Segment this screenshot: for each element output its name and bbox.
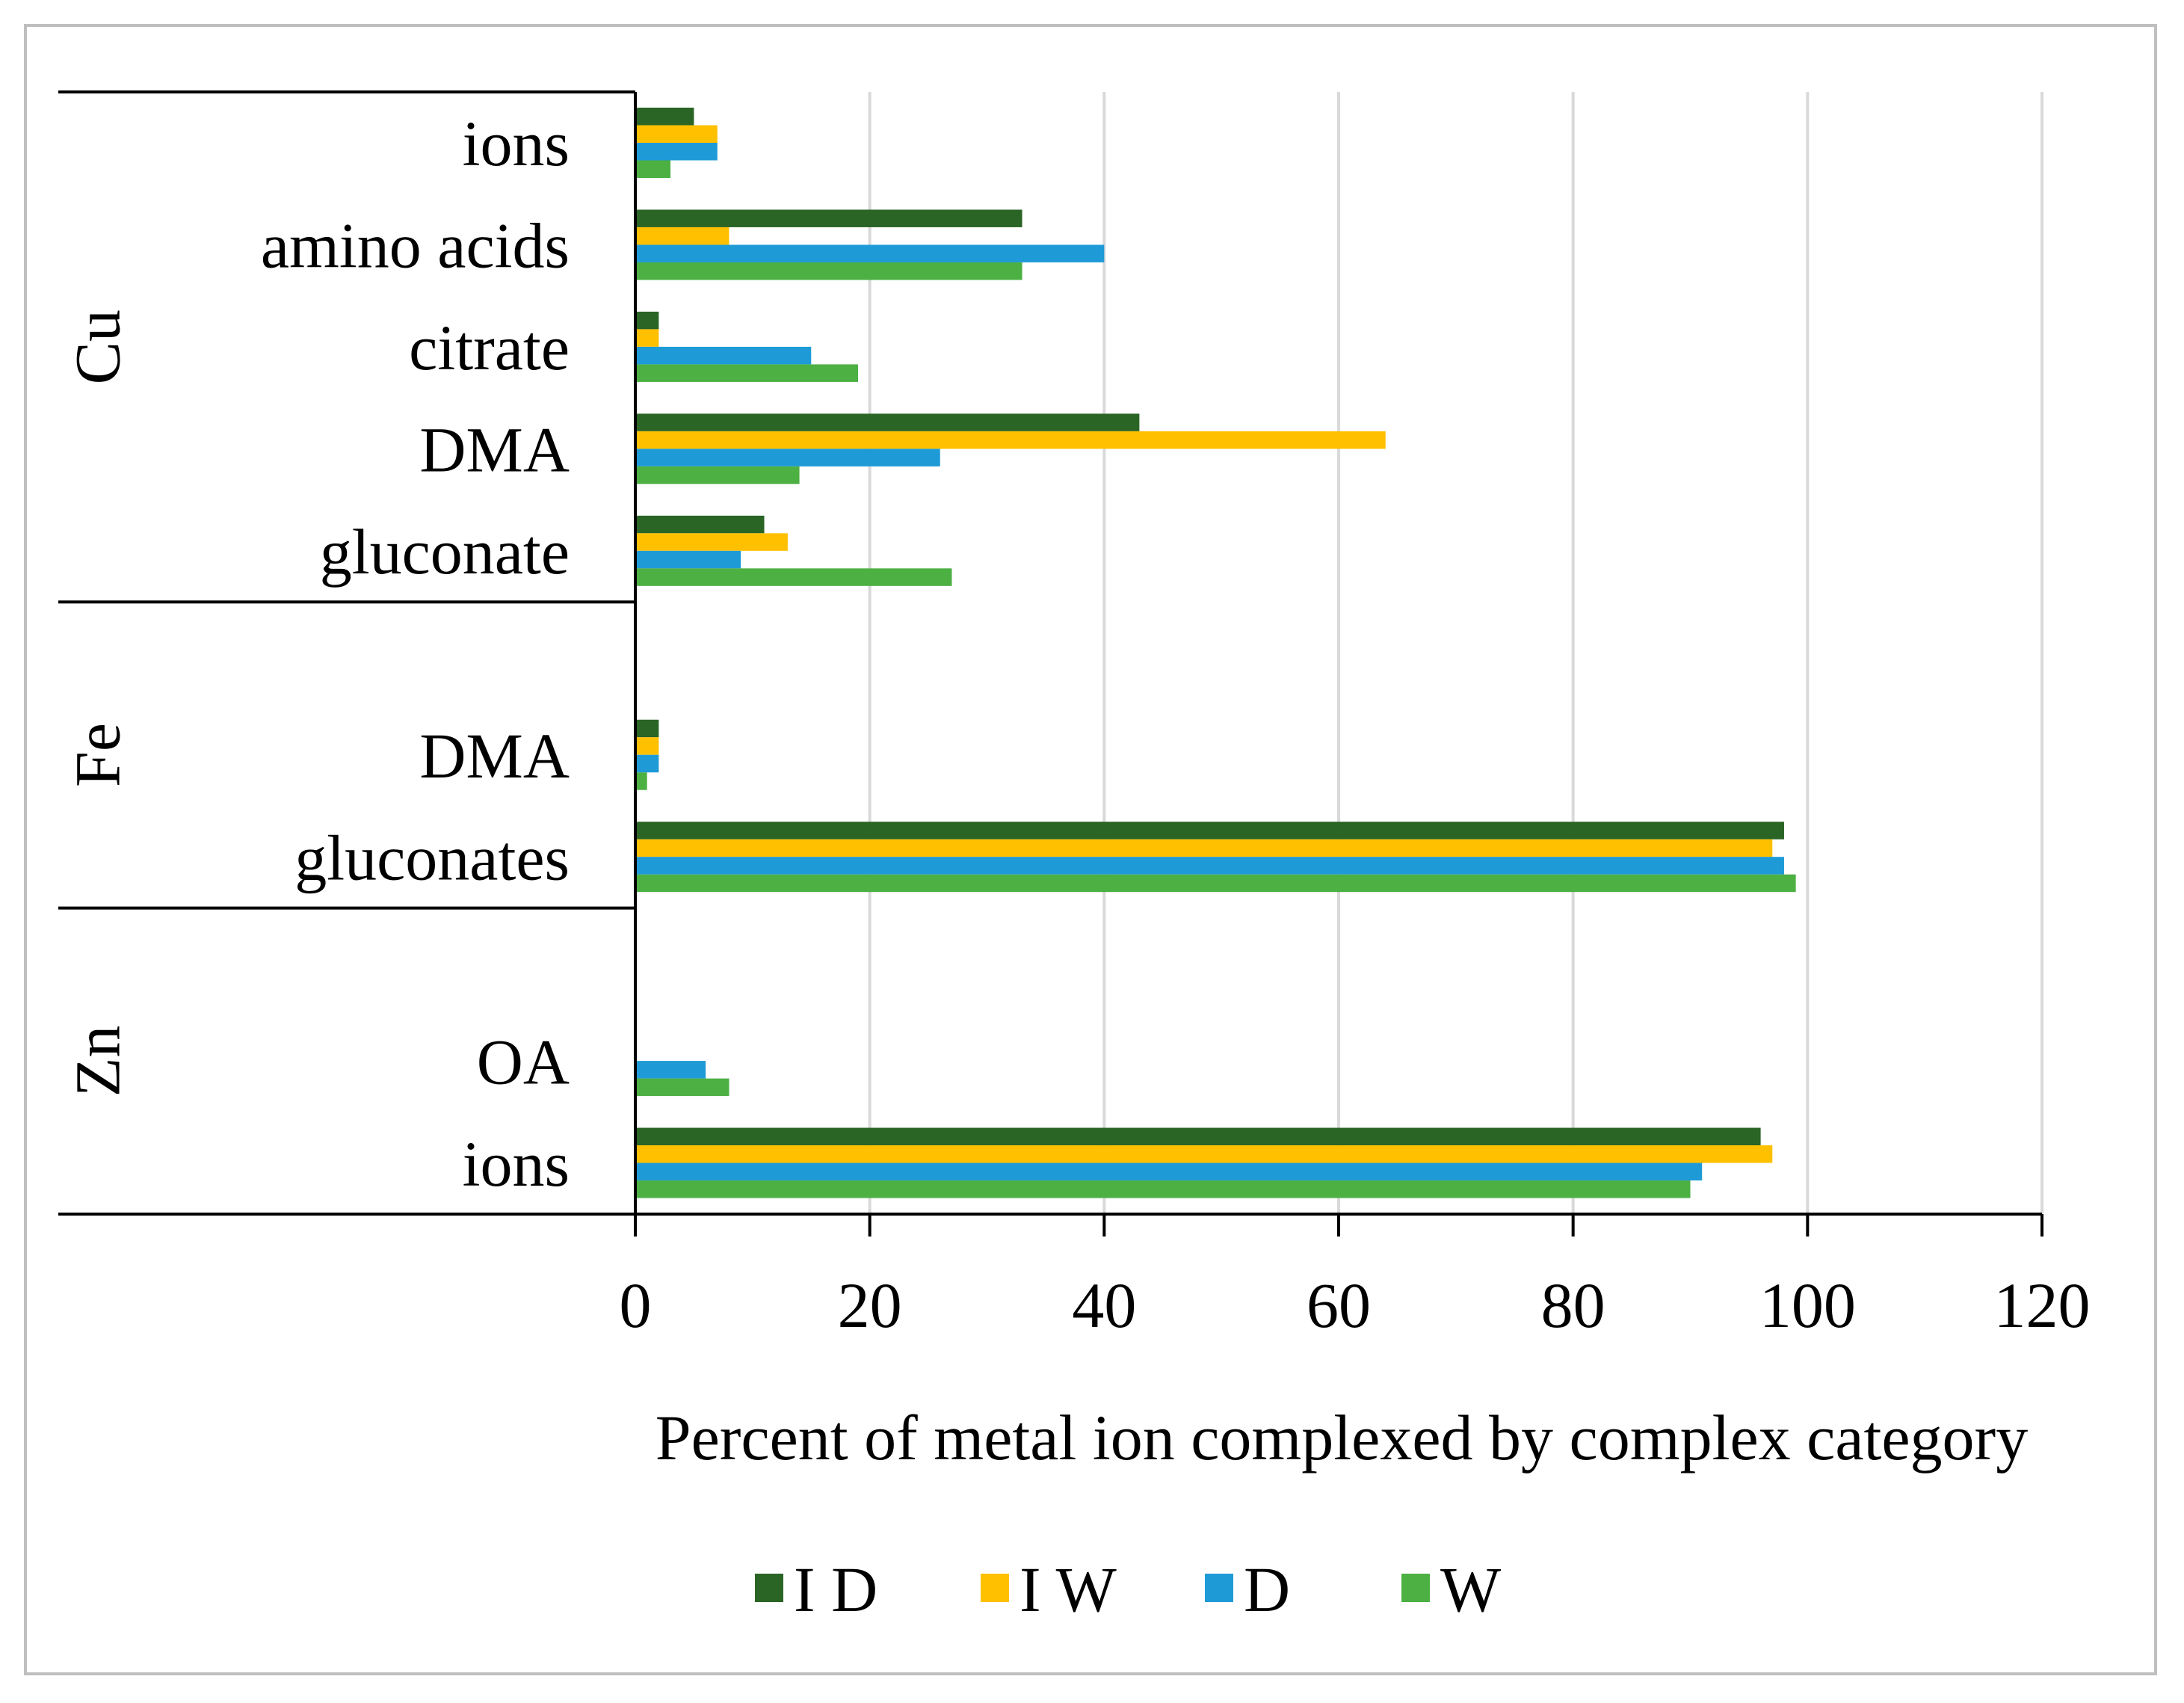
bar-id-cu-DMA [635,413,1140,431]
bar-id-fe-DMA [635,719,659,738]
bar-iw-zn-ions [635,1145,1773,1163]
bar-iw-cu-ions [635,125,718,143]
x-tick-label-60: 60 [1307,1269,1371,1341]
legend-swatch-iw [981,1574,1009,1602]
category-label: DMA [419,720,570,792]
bar-d-cu-amino-acids [635,244,1105,262]
bar-w-fe-DMA [635,772,647,790]
bar-id-cu-citrate [635,311,659,330]
bar-w-cu-citrate [635,364,858,382]
bar-w-zn-OA [635,1078,729,1097]
legend-label-iw: I W [1019,1553,1117,1625]
category-label: gluconate [320,516,570,588]
bar-iw-cu-citrate [635,329,659,347]
legend-label-id: I D [794,1553,877,1625]
bars [635,108,1796,1198]
bar-d-zn-OA [635,1061,706,1079]
axes [58,90,2043,1237]
category-label: DMA [419,414,570,486]
bar-d-cu-DMA [635,449,940,466]
bar-iw-cu-amino-acids [635,227,729,245]
category-label: OA [477,1026,570,1097]
category-label: ions [463,1128,570,1200]
legend-swatch-w [1401,1574,1430,1602]
x-tick-label-80: 80 [1541,1269,1605,1341]
category-label: ions [463,108,570,179]
bar-id-zn-ions [635,1127,1761,1146]
bar-id-fe-gluconates [635,822,1784,840]
group-label-zn: Zn [62,1026,134,1097]
category-label: citrate [409,312,570,384]
bar-d-fe-DMA [635,754,659,773]
bar-id-cu-ions [635,108,694,126]
bar-w-cu-amino-acids [635,262,1022,280]
x-tick-label-0: 0 [620,1269,652,1341]
x-axis-title: Percent of metal ion complexed by comple… [655,1402,2028,1473]
bar-d-cu-citrate [635,346,812,365]
bar-iw-fe-DMA [635,737,659,755]
bar-d-cu-ions [635,143,718,161]
group-label-fe: Fe [62,723,134,787]
bar-id-cu-amino-acids [635,209,1022,227]
bar-iw-cu-gluconate [635,533,788,551]
x-tick-label-100: 100 [1759,1269,1856,1341]
legend-label-w: W [1440,1553,1501,1625]
bar-w-cu-ions [635,160,671,178]
bar-id-cu-gluconate [635,515,765,534]
bar-d-fe-gluconates [635,857,1784,875]
bar-w-cu-gluconate [635,568,952,586]
legend-swatch-id [755,1574,783,1602]
x-tick-label-120: 120 [1994,1269,2091,1341]
bar-w-zn-ions [635,1180,1691,1198]
category-label: gluconates [294,822,570,893]
category-label: amino acids [261,210,570,282]
bar-w-cu-DMA [635,466,800,484]
bar-iw-cu-DMA [635,431,1386,449]
group-label-cu: Cu [62,310,134,384]
x-tick-label-40: 40 [1072,1269,1136,1341]
labels: 0 20 40 60 80 100 120 ions amino acids citrate DMA… [62,108,2091,1341]
bar-iw-fe-gluconates [635,839,1773,857]
legend-swatch-d [1205,1574,1233,1602]
legend-label-d: D [1244,1553,1290,1625]
bar-w-fe-gluconates [635,874,1796,893]
bar-d-cu-gluconate [635,550,741,569]
bar-d-zn-ions [635,1162,1703,1181]
x-tick-label-20: 20 [838,1269,902,1341]
